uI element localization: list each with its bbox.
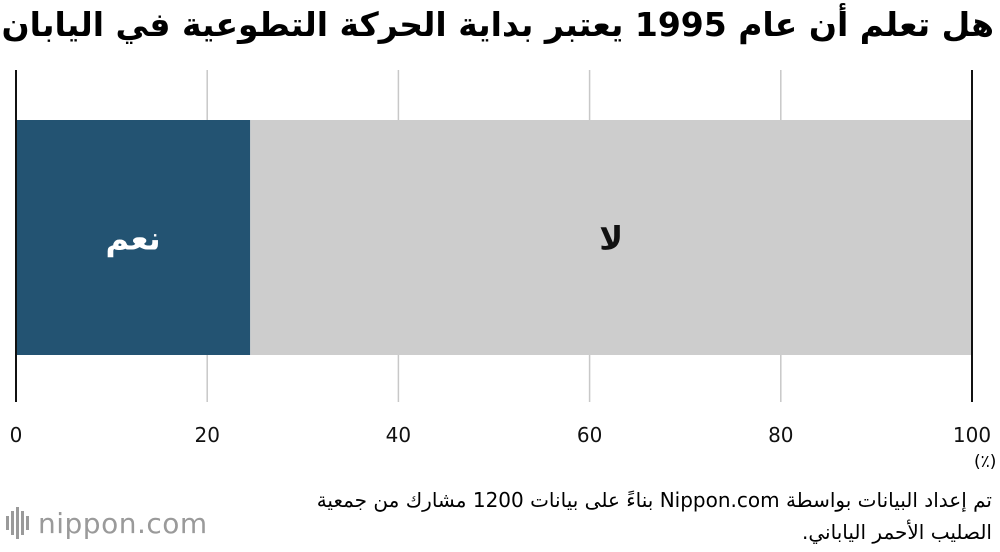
chart-area: نعم لا 0 20 40 60 80 100 (10, 70, 991, 447)
bar-segment (16, 120, 251, 355)
stacked-bar: نعم لا (16, 120, 973, 355)
x-tick-label: 100 (953, 423, 991, 447)
x-tick-label: 40 (386, 423, 411, 447)
logo-text: nippon.com (38, 506, 208, 540)
chart-title: هل تعلم أن عام 1995 يعتبر بداية الحركة ا… (0, 5, 994, 44)
source-note: تم إعداد البيانات بواسطة Nippon.com بناء… (316, 488, 992, 544)
x-tick-label: 80 (768, 423, 793, 447)
x-axis: 0 20 40 60 80 100 (10, 70, 991, 447)
bar-label: نعم (106, 220, 161, 258)
x-tick-label: 0 (10, 423, 23, 447)
unit-label: (٪) (974, 452, 997, 472)
bar-label: لا (599, 220, 623, 258)
logo-mark-icon (6, 507, 29, 539)
bar-segment (250, 120, 973, 355)
x-tick-label: 60 (577, 423, 602, 447)
x-tick-label: 20 (194, 423, 219, 447)
nippon-logo[interactable]: nippon.com (4, 506, 208, 540)
